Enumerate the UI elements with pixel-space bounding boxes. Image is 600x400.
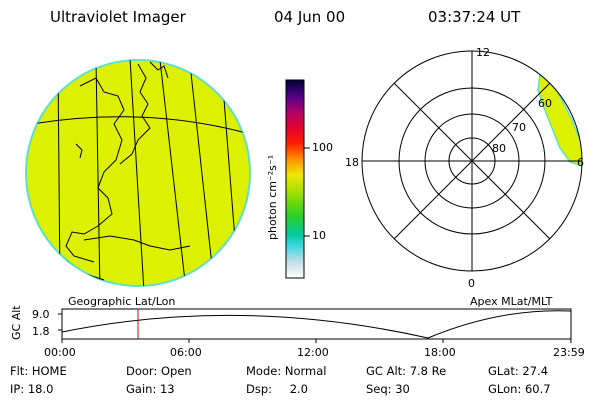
lat-label-70: 70 (512, 121, 526, 134)
info-mode: Mode: Normal (246, 364, 327, 378)
lat-label-60: 60 (538, 97, 552, 110)
info-gc-alt: GC Alt: 7.8 Re (366, 364, 447, 378)
info-ip: IP: 18.0 (10, 382, 54, 396)
left-panel-label: Geographic Lat/Lon (68, 295, 176, 308)
info-door: Door: Open (126, 364, 192, 378)
colorbar-tick-10: 10 (312, 229, 326, 242)
time-tick-0600: 06:00 (170, 346, 202, 359)
altitude-axis-label: GC Alt (10, 305, 23, 340)
info-gain: Gain: 13 (126, 382, 175, 396)
mlt-label-0: 0 (468, 277, 475, 290)
polar-plot (361, 50, 583, 272)
date-readout: 04 Jun 00 (274, 8, 346, 26)
info-dsp: Dsp: 2.0 (246, 382, 308, 396)
info-glon: GLon: 60.7 (488, 382, 551, 396)
mlt-label-18: 18 (345, 156, 359, 169)
time-readout: 03:37:24 UT (428, 8, 521, 26)
colorbar-tick-100: 100 (312, 141, 333, 154)
altitude-strip (58, 308, 572, 343)
info-flt: Flt: HOME (10, 364, 67, 378)
time-tick-1800: 18:00 (424, 346, 456, 359)
colorbar-unit-label: photon cm⁻²s⁻¹ (266, 154, 279, 240)
mlt-label-6: 6 (577, 156, 584, 169)
right-panel-label: Apex MLat/MLT (470, 295, 553, 308)
time-tick-2359: 23:59 (553, 346, 585, 359)
lat-label-80: 80 (492, 142, 506, 155)
info-seq: Seq: 30 (366, 382, 410, 396)
app-title: Ultraviolet Imager (50, 8, 186, 26)
altitude-tick-high: 9.0 (32, 308, 50, 321)
time-tick-0000: 00:00 (44, 346, 76, 359)
time-tick-1200: 12:00 (297, 346, 329, 359)
info-glat: GLat: 27.4 (488, 364, 549, 378)
colorbar (285, 79, 310, 279)
mlt-label-12: 12 (476, 46, 490, 59)
altitude-tick-low: 1.8 (32, 325, 50, 338)
geographic-globe (25, 59, 251, 287)
